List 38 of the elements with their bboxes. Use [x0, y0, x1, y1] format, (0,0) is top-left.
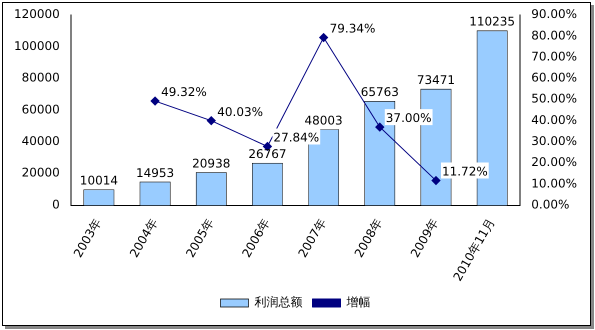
data-label: 14953: [136, 166, 174, 180]
data-label: 79.34%: [330, 22, 376, 36]
data-label: 26767: [248, 147, 287, 162]
y2-tick-label: 10.00%: [531, 176, 578, 190]
y2-tick-label: 60.00%: [531, 70, 578, 85]
point: [206, 116, 216, 126]
legend-label: 增幅: [346, 295, 370, 310]
y-tick-label: 100000: [14, 38, 60, 53]
data-label: 110235: [469, 14, 516, 29]
data-label: 20938: [192, 156, 230, 170]
data-label: 37.00%: [386, 111, 432, 126]
y2-tick-label: 0.00%: [531, 197, 570, 212]
y2-tick-label: 20.00%: [531, 155, 578, 170]
y-tick-label: 40000: [22, 134, 60, 148]
y-tick-label: 60000: [22, 102, 60, 116]
point: [375, 122, 384, 132]
y2-tick-label: 90.00%: [531, 7, 578, 22]
y2-tick-label: 80.00%: [531, 28, 578, 42]
legend-label: 利润总额: [254, 295, 302, 310]
point: [319, 33, 328, 42]
y-tick-label: 20000: [22, 166, 60, 180]
data-label: 48003: [304, 113, 343, 128]
data-label: 27.84%: [273, 130, 320, 145]
data-label: 73471: [416, 72, 456, 87]
y-tick-label: 80000: [22, 70, 60, 85]
y2-tick-label: 50.00%: [531, 92, 578, 106]
y2-tick-label: 70.00%: [531, 49, 578, 64]
y-tick-label: 0: [52, 197, 60, 212]
data-label: 10014: [80, 174, 118, 188]
y2-tick-label: 40.00%: [531, 112, 578, 127]
y2-tick-label: 30.00%: [531, 134, 578, 148]
y-tick-label: 120000: [14, 7, 60, 22]
data-label: 40.03%: [217, 104, 264, 119]
data-label: 49.32%: [161, 85, 207, 100]
point: [150, 96, 160, 106]
data-label: 11.72%: [442, 164, 488, 179]
point: [431, 176, 440, 186]
data-label: 65763: [360, 85, 399, 100]
